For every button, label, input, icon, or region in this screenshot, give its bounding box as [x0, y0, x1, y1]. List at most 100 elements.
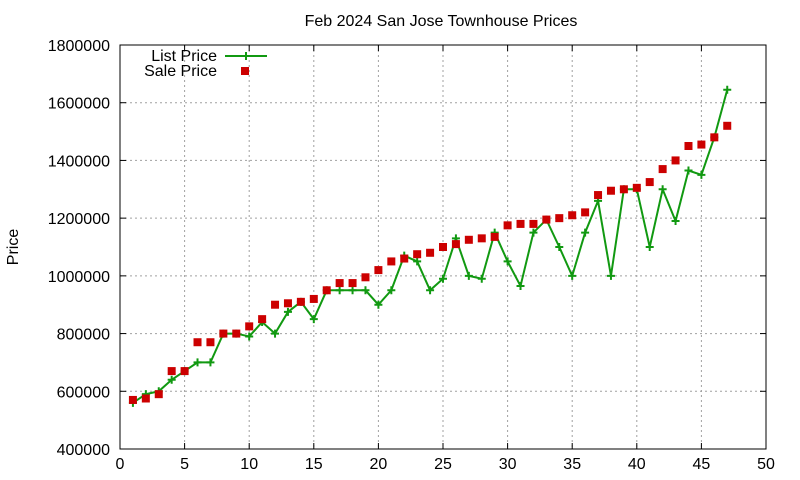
list-price-point [658, 185, 667, 194]
list-price-point [684, 166, 693, 175]
list-price-point [271, 329, 280, 338]
x-tick-label: 15 [305, 456, 323, 473]
sale-price-point [361, 273, 370, 282]
list-price-point [581, 228, 590, 237]
x-tick-label: 10 [240, 456, 258, 473]
sale-price-point [400, 254, 409, 263]
y-tick-label: 1400000 [48, 153, 110, 170]
sale-price-point [723, 121, 732, 130]
sale-price-point [555, 214, 564, 223]
sale-price-point [180, 367, 189, 376]
sale-price-point [245, 322, 254, 331]
list-price-point [245, 332, 254, 341]
y-axis: 400000 600000 800000 1000000 1200000 1400000 1… [48, 38, 766, 459]
sale-price-point [154, 390, 163, 399]
sale-price-point [684, 142, 693, 150]
list-price-point [413, 257, 422, 266]
sale-price-point [309, 294, 318, 303]
y-tick-label: 1600000 [48, 96, 110, 113]
sale-price-point [141, 394, 150, 403]
sale-price-point [632, 183, 641, 192]
list-price-point [387, 286, 396, 295]
sale-price-point [232, 329, 241, 338]
y-tick-label: 800000 [57, 327, 110, 344]
sale-price-point [451, 240, 460, 249]
x-tick-label: 30 [499, 456, 517, 473]
x-tick-label: 25 [434, 456, 452, 473]
list-price-point [516, 281, 525, 290]
legend-label-sale-price: Sale Price [144, 63, 217, 80]
x-tick-label: 0 [116, 456, 125, 473]
data-series [128, 85, 732, 407]
list-price-point [503, 257, 512, 266]
sale-price-point [671, 156, 680, 165]
list-price-point [309, 315, 318, 324]
list-price-point [671, 217, 680, 226]
grid [120, 45, 766, 449]
sale-price-point [477, 234, 486, 243]
sale-price-point [348, 279, 357, 288]
legend-marker-sale-price [241, 67, 249, 75]
x-tick-label: 45 [693, 456, 711, 473]
x-tick-label: 20 [370, 456, 388, 473]
x-axis: 0 5 10 15 20 25 30 35 40 45 50 [116, 45, 775, 473]
x-tick-label: 50 [757, 456, 775, 473]
sale-price-point [426, 248, 435, 257]
sale-price-point [606, 186, 615, 195]
list-price-point [361, 286, 370, 295]
list-price-point [464, 271, 473, 280]
sale-price-point [206, 338, 215, 347]
sale-price-point [128, 395, 137, 404]
list-price-point [529, 228, 538, 237]
sale-price-point [167, 367, 176, 376]
sale-price-point [374, 266, 383, 275]
list-price-point [606, 271, 615, 280]
sale-price-point [516, 219, 525, 228]
sale-price-point [322, 286, 331, 295]
x-tick-label: 35 [563, 456, 581, 473]
list-price-point [723, 85, 732, 94]
list-price-point [167, 375, 176, 384]
y-tick-label: 400000 [57, 442, 110, 459]
list-price-point [348, 286, 357, 295]
y-tick-label: 1000000 [48, 269, 110, 286]
x-tick-label: 5 [180, 456, 189, 473]
sale-price-point [335, 279, 344, 288]
list-price-point [374, 300, 383, 309]
legend-label-list-price: List Price [151, 48, 217, 65]
sale-price-point [594, 191, 603, 200]
list-price-line [132, 89, 729, 404]
list-price-point [477, 274, 486, 283]
list-price-point [697, 170, 706, 179]
sale-price-point [193, 338, 202, 347]
sale-price-point [658, 165, 667, 174]
sale-price-point [283, 299, 292, 308]
legend: List Price Sale Price [144, 48, 267, 80]
sale-price-point [581, 208, 590, 217]
sale-price-point [387, 257, 396, 266]
legend-marker-list-price [242, 52, 250, 60]
sale-price-point [529, 219, 538, 228]
sale-price-point [503, 221, 512, 230]
sale-price-point [619, 185, 628, 194]
sale-price-point [439, 243, 447, 251]
y-tick-label: 1800000 [48, 38, 110, 55]
list-price-point [645, 243, 654, 251]
x-tick-label: 40 [628, 456, 646, 473]
y-tick-label: 600000 [57, 384, 110, 401]
sale-price-point [542, 215, 551, 224]
list-price-point [206, 358, 215, 367]
sale-price-point [710, 133, 719, 142]
list-price-point [439, 274, 447, 283]
sale-price-point [568, 211, 577, 220]
sale-price-point [258, 315, 267, 324]
sale-price-point [271, 300, 280, 309]
list-price-point [283, 307, 292, 316]
sale-price-point [697, 140, 706, 149]
list-price-point [193, 358, 202, 367]
sale-price-point [219, 329, 228, 338]
sale-price-point [296, 297, 305, 306]
sale-price-point [645, 178, 654, 187]
sale-price-point [413, 250, 422, 259]
